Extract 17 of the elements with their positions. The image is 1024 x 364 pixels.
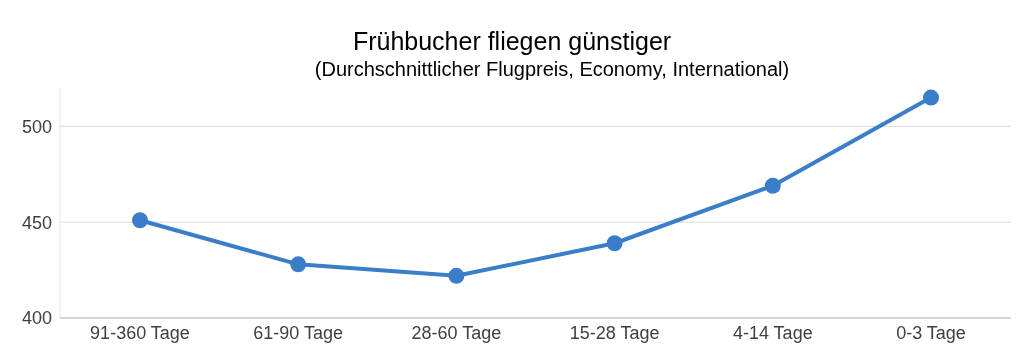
- y-tick-label: 400: [21, 308, 52, 329]
- x-tick-label: 61-90 Tage: [253, 322, 344, 343]
- point: [923, 89, 939, 106]
- y-tick-label: 450: [21, 212, 52, 233]
- chart-subtitle: (Durchschnittlicher Flugpreis, Economy, International): [313, 57, 791, 82]
- point: [764, 177, 781, 194]
- x-tick-label: 91-360 Tage: [90, 322, 190, 343]
- x-tick-label: 28-60 Tage: [411, 322, 502, 343]
- x-tick-label: 15-28 Tage: [569, 322, 660, 343]
- chart-title: Frühbucher fliegen günstiger: [351, 26, 673, 56]
- point: [448, 267, 465, 284]
- x-tick-label: 4-14 Tage: [732, 322, 813, 343]
- point: [606, 235, 623, 252]
- point: [132, 212, 148, 229]
- x-tick-label: 0-3 Tage: [896, 322, 966, 343]
- y-tick-label: 500: [21, 116, 52, 137]
- point: [290, 256, 307, 273]
